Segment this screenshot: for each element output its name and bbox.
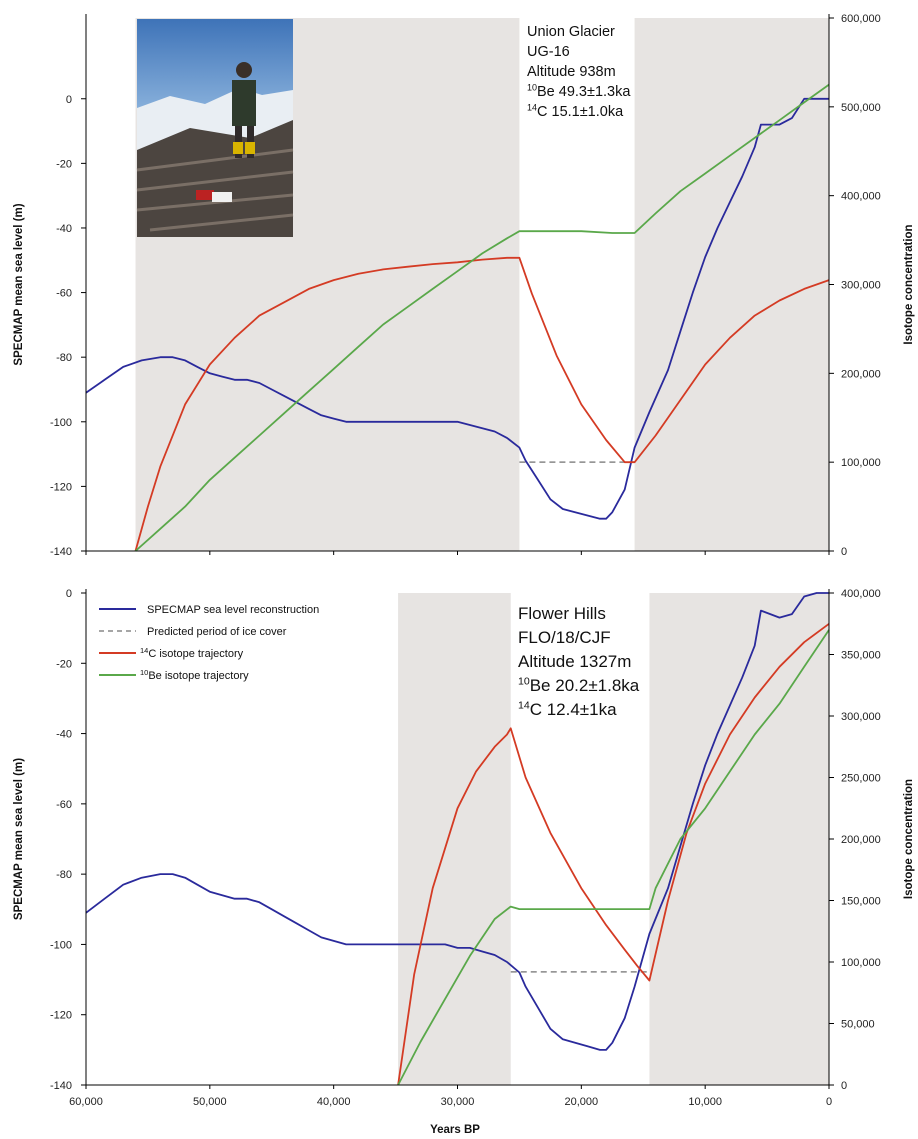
photo-bag [196, 190, 214, 200]
series-sea-level-line [85, 97, 829, 520]
y-tick-label: -140 [50, 1080, 72, 1092]
site-annotation: Union Glacier UG-16 Altitude 938m 10Be 49.3… [527, 24, 631, 120]
y-tick-label: -140 [50, 546, 72, 558]
y2-tick-label: 200,000 [841, 834, 881, 846]
site-age-line: 14C 15.1±1.0ka [527, 102, 624, 120]
y-tick-label: -60 [56, 799, 72, 811]
site-age-line: 10Be 49.3±1.3ka [527, 82, 631, 100]
photo-rock-strata [136, 148, 294, 232]
legend-label-text: Be isotope trajectory [148, 670, 249, 682]
series-sea-level-line [85, 592, 829, 1051]
y2-tick-label: 100,000 [841, 957, 881, 969]
y2-tick-label: 50,000 [841, 1019, 875, 1031]
site-annotation-line: Altitude 1327m [518, 652, 631, 671]
bottom-chart-panel: 0 -20 -40 -60 -80 -100 -120 -140 400,000 350,000 3… [13, 588, 915, 1108]
series-be10-line [134, 83, 830, 552]
series-c14-line [397, 623, 830, 1086]
y-tick-label: -100 [50, 417, 72, 429]
legend-label: Predicted period of ice cover [147, 626, 287, 638]
site-annotation: Flower Hills FLO/18/CJF Altitude 1327m 10Be… [518, 604, 640, 719]
y2-axis-title: Isotope concentration [903, 779, 915, 899]
y-tick-label: -120 [50, 1010, 72, 1022]
site-annotation-line: Altitude 938m [527, 64, 616, 80]
legend-item-be10: 10Be isotope trajectory [99, 668, 249, 682]
y-tick-label: 0 [66, 588, 72, 600]
y2-tick-label: 300,000 [841, 711, 881, 723]
x-tick-label: 10,000 [688, 1096, 722, 1108]
y2-tick-label: 300,000 [841, 280, 881, 292]
y2-tick-label: 100,000 [841, 457, 881, 469]
top-chart-panel: 0 -20 -40 -60 -80 -100 -120 -140 600,000 500,000 4… [13, 13, 915, 558]
x-tick-label: 50,000 [193, 1096, 227, 1108]
shaded-period-2 [634, 18, 829, 551]
y2-tick-label: 350,000 [841, 650, 881, 662]
x-tick-label: 40,000 [317, 1096, 351, 1108]
x-axis-title: Years BP [430, 1124, 480, 1136]
age-isotope-superscript: 10 [518, 676, 530, 688]
legend-label-text: C isotope trajectory [148, 648, 243, 660]
shaded-period-1 [398, 593, 511, 1085]
y2-tick-label: 150,000 [841, 896, 881, 908]
x-tick-label: 30,000 [441, 1096, 475, 1108]
y-tick-label: 0 [66, 94, 72, 106]
legend-label: 14C isotope trajectory [140, 646, 244, 660]
legend-item-c14: 14C isotope trajectory [99, 646, 244, 660]
legend-label: 10Be isotope trajectory [140, 668, 249, 682]
y-tick-label: -20 [56, 658, 72, 670]
photo-paper [212, 192, 232, 202]
y2-tick-label: 200,000 [841, 368, 881, 380]
y2-tick-label: 250,000 [841, 773, 881, 785]
photo-person-boot [233, 142, 243, 154]
x-tick-label: 60,000 [69, 1096, 103, 1108]
y-tick-label: -80 [56, 352, 72, 364]
legend-item-ice-cover: Predicted period of ice cover [99, 626, 287, 638]
legend: SPECMAP sea level reconstruction Predicte… [99, 604, 319, 682]
x-tick-label: 0 [826, 1096, 832, 1108]
site-annotation-line: Union Glacier [527, 24, 615, 40]
x-tick-label: 20,000 [565, 1096, 599, 1108]
age-label-text: C 15.1±1.0ka [537, 104, 624, 120]
y-tick-label: -20 [56, 158, 72, 170]
y-tick-label: -80 [56, 869, 72, 881]
site-annotation-line: Flower Hills [518, 604, 606, 623]
site-age-line: 14C 12.4±1ka [518, 700, 617, 719]
legend-item-sea-level: SPECMAP sea level reconstruction [99, 604, 319, 616]
y2-tick-label: 400,000 [841, 588, 881, 600]
photo-person-head [236, 62, 252, 78]
series-be10-line [397, 629, 830, 1086]
y2-tick-label: 500,000 [841, 102, 881, 114]
y2-axis-title: Isotope concentration [903, 224, 915, 344]
site-age-line: 10Be 20.2±1.8ka [518, 676, 640, 695]
y2-tick-label: 600,000 [841, 13, 881, 25]
age-isotope-superscript: 10 [527, 82, 537, 92]
y-tick-label: -40 [56, 729, 72, 741]
y-tick-label: -60 [56, 288, 72, 300]
legend-superscript: 14 [140, 646, 148, 655]
shaded-period-2 [649, 593, 829, 1085]
series-c14-line [134, 256, 830, 552]
photo-person-body [232, 80, 256, 126]
site-annotation-line: FLO/18/CJF [518, 628, 611, 647]
legend-superscript: 10 [140, 668, 148, 677]
age-isotope-superscript: 14 [527, 102, 537, 112]
y-tick-label: -40 [56, 223, 72, 235]
photo-person-boot [245, 142, 255, 154]
photo-icon [136, 19, 294, 237]
y2-tick-label: 0 [841, 1080, 847, 1092]
site-annotation-line: UG-16 [527, 44, 570, 60]
age-isotope-superscript: 14 [518, 700, 530, 712]
y-axis-title: SPECMAP mean sea level (m) [13, 203, 25, 365]
age-label-text: Be 20.2±1.8ka [530, 676, 640, 695]
y-tick-label: -100 [50, 939, 72, 951]
y2-tick-label: 0 [841, 546, 847, 558]
age-label-text: C 12.4±1ka [530, 700, 617, 719]
y-axis-title: SPECMAP mean sea level (m) [13, 758, 25, 920]
y2-tick-label: 400,000 [841, 191, 881, 203]
y-tick-label: -120 [50, 481, 72, 493]
age-label-text: Be 49.3±1.3ka [537, 84, 631, 100]
legend-label: SPECMAP sea level reconstruction [147, 604, 319, 616]
